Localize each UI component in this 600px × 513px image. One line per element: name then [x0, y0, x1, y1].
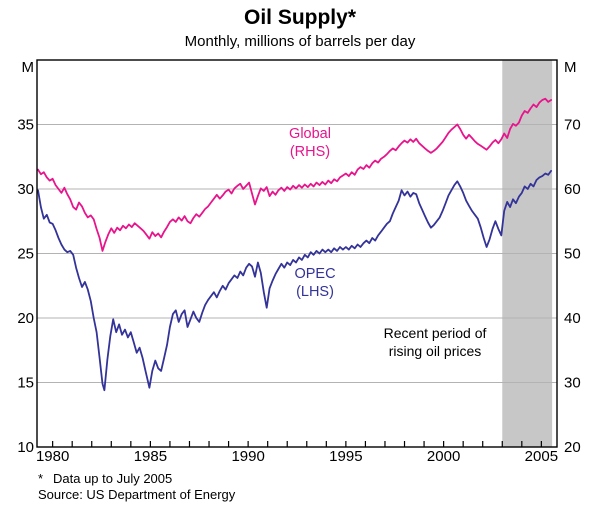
plot-border [36, 59, 558, 448]
x-tick-label: 1980 [36, 448, 69, 465]
right-axis-unit-label: M [564, 59, 577, 76]
x-tick-label: 2005 [525, 448, 558, 465]
y-left-tick-label: 20 [17, 310, 34, 327]
y-right-tick-label: 30 [564, 375, 581, 392]
y-left-tick-label: 35 [17, 117, 34, 134]
global-series-label: Global [289, 126, 331, 142]
global-series-label-block: Global (RHS) [289, 125, 331, 161]
annotation-line-2: rising oil prices [388, 343, 482, 359]
y-left-tick-label: 25 [17, 246, 34, 263]
x-tick-label: 1985 [134, 448, 167, 465]
y-right-tick-label: 50 [564, 246, 581, 263]
y-left-tick-label: 15 [17, 375, 34, 392]
y-left-tick-label: 10 [17, 439, 34, 456]
y-left-tick-label: 30 [17, 181, 34, 198]
source-text: Source: US Department of Energy [38, 487, 236, 502]
opec-series-label-block: OPEC (LHS) [294, 265, 335, 301]
x-tick-label: 1995 [329, 448, 362, 465]
opec-series-line [37, 169, 552, 392]
global-series-line [37, 97, 552, 252]
left-axis-unit-label: M [21, 59, 35, 76]
y-right-tick-label: 60 [564, 181, 581, 198]
opec-axis-tag: (LHS) [296, 284, 334, 300]
footnote-marker: * [38, 471, 44, 486]
y-right-tick-label: 20 [564, 439, 581, 456]
footnote-line: * Data up to July 2005 [38, 471, 235, 487]
shaded-region-annotation: Recent period of rising oil prices [384, 324, 487, 360]
opec-series-label: OPEC [294, 266, 336, 282]
x-tick-label: 1990 [231, 448, 264, 465]
global-axis-tag: (RHS) [289, 144, 331, 160]
y-right-tick-label: 70 [564, 117, 581, 134]
annotation-line-1: Recent period of [383, 325, 487, 341]
footnotes: * Data up to July 2005 Source: US Departm… [38, 471, 235, 503]
chart-subtitle: Monthly, millions of barrels per day [184, 33, 416, 50]
x-tick-label: 2000 [427, 448, 460, 465]
chart-title: Oil Supply* [243, 6, 356, 29]
footnote-text: Data up to July 2005 [53, 471, 173, 486]
y-right-tick-label: 40 [564, 310, 581, 327]
